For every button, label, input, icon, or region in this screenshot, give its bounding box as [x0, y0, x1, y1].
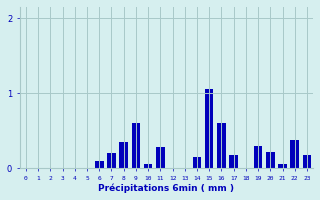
Bar	[254, 146, 262, 168]
Bar	[156, 147, 164, 168]
Bar	[205, 89, 213, 168]
Bar	[95, 161, 104, 168]
Bar	[193, 157, 201, 168]
Bar	[144, 164, 152, 168]
Bar	[217, 123, 226, 168]
Bar	[278, 164, 287, 168]
Bar	[303, 155, 311, 168]
Bar	[107, 153, 116, 168]
Bar	[132, 123, 140, 168]
Bar	[119, 142, 128, 168]
X-axis label: Précipitations 6min ( mm ): Précipitations 6min ( mm )	[99, 184, 235, 193]
Bar	[291, 140, 299, 168]
Bar	[229, 155, 238, 168]
Bar	[266, 152, 275, 168]
